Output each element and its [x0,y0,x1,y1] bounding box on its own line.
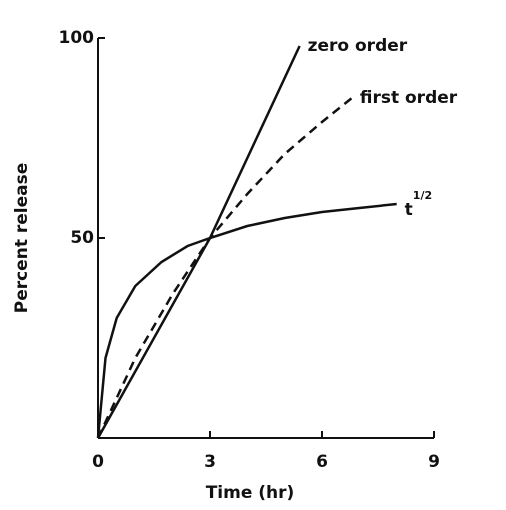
series-line [96,97,353,439]
series-name-sup: 1/2 [413,189,432,202]
series-name: first order [360,88,458,108]
series-label: first order [360,88,458,108]
series-name: zero order [308,36,408,56]
x-tick-label: 0 [92,452,104,472]
y-tick-label: 100 [59,28,95,48]
series-name: t [405,200,413,220]
x-axis-label: Time (hr) [206,483,295,503]
series-line [96,202,397,439]
y-tick-label: 50 [70,228,94,248]
x-tick-label: 3 [204,452,216,472]
y-axis-label: Percent release [12,163,32,314]
x-tick-label: 6 [316,452,328,472]
series-label: t1/2 [405,189,432,220]
series-label: zero order [308,36,408,56]
x-tick-label: 9 [428,452,440,472]
